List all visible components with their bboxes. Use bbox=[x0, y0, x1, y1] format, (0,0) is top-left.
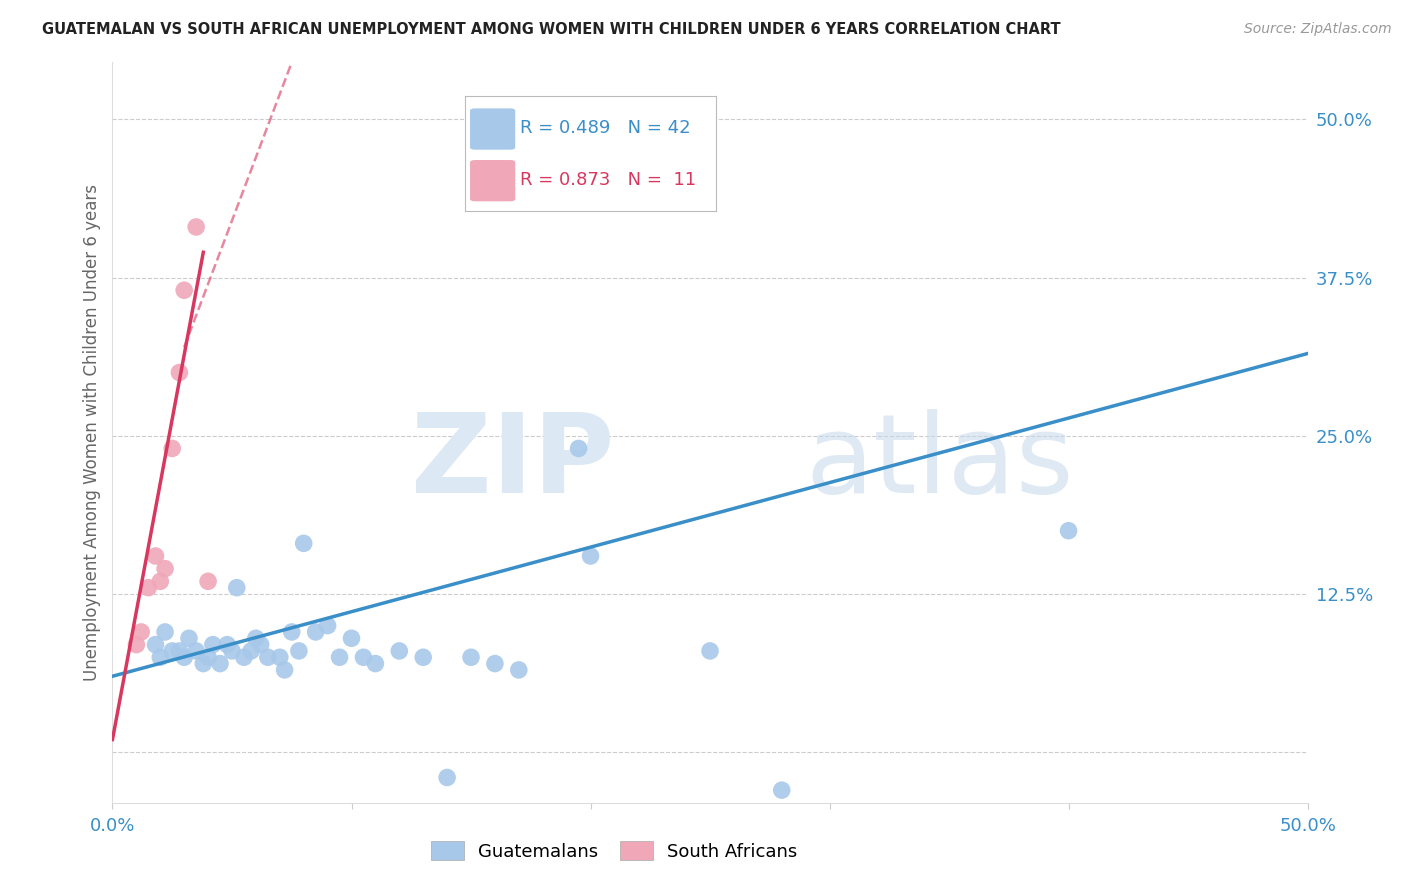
Point bbox=[1057, 524, 1080, 538]
Point bbox=[412, 650, 434, 665]
Point bbox=[153, 624, 176, 639]
Point bbox=[162, 644, 183, 658]
Text: GUATEMALAN VS SOUTH AFRICAN UNEMPLOYMENT AMONG WOMEN WITH CHILDREN UNDER 6 YEARS: GUATEMALAN VS SOUTH AFRICAN UNEMPLOYMENT… bbox=[42, 22, 1060, 37]
Point bbox=[221, 644, 243, 658]
Point bbox=[340, 632, 363, 646]
Point bbox=[145, 549, 167, 563]
Point bbox=[436, 771, 458, 785]
Point bbox=[149, 574, 172, 589]
Point bbox=[145, 638, 167, 652]
Point bbox=[153, 562, 176, 576]
Point bbox=[149, 650, 172, 665]
Point bbox=[269, 650, 291, 665]
Point bbox=[209, 657, 232, 671]
Point bbox=[568, 442, 591, 456]
Point bbox=[316, 618, 339, 632]
Point bbox=[364, 657, 387, 671]
Text: Source: ZipAtlas.com: Source: ZipAtlas.com bbox=[1244, 22, 1392, 37]
Point bbox=[169, 366, 191, 380]
Point bbox=[201, 638, 224, 652]
Point bbox=[169, 644, 191, 658]
Point bbox=[352, 650, 374, 665]
Text: atlas: atlas bbox=[806, 409, 1074, 516]
Point bbox=[197, 650, 219, 665]
Point bbox=[281, 624, 304, 639]
Point bbox=[460, 650, 482, 665]
Point bbox=[225, 581, 247, 595]
Point bbox=[240, 644, 263, 658]
Point bbox=[288, 644, 311, 658]
Point bbox=[177, 632, 200, 646]
Point bbox=[162, 442, 183, 456]
Point bbox=[329, 650, 352, 665]
Point bbox=[257, 650, 280, 665]
Point bbox=[193, 657, 215, 671]
Point bbox=[125, 638, 148, 652]
Point bbox=[699, 644, 721, 658]
Point bbox=[173, 283, 195, 297]
Point bbox=[508, 663, 530, 677]
Point bbox=[388, 644, 411, 658]
Text: ZIP: ZIP bbox=[411, 409, 614, 516]
Point bbox=[770, 783, 793, 797]
Point bbox=[484, 657, 506, 671]
Point bbox=[138, 581, 160, 595]
Point bbox=[520, 119, 543, 133]
Point bbox=[249, 638, 271, 652]
Point bbox=[579, 549, 602, 563]
Point bbox=[129, 624, 152, 639]
Point bbox=[273, 663, 295, 677]
Legend: Guatemalans, South Africans: Guatemalans, South Africans bbox=[425, 834, 804, 868]
Point bbox=[292, 536, 315, 550]
Point bbox=[197, 574, 219, 589]
Point bbox=[245, 632, 267, 646]
Point bbox=[233, 650, 256, 665]
Point bbox=[173, 650, 195, 665]
Point bbox=[186, 219, 208, 234]
Point bbox=[305, 624, 328, 639]
Y-axis label: Unemployment Among Women with Children Under 6 years: Unemployment Among Women with Children U… bbox=[83, 184, 101, 681]
Point bbox=[186, 644, 208, 658]
Point bbox=[217, 638, 239, 652]
